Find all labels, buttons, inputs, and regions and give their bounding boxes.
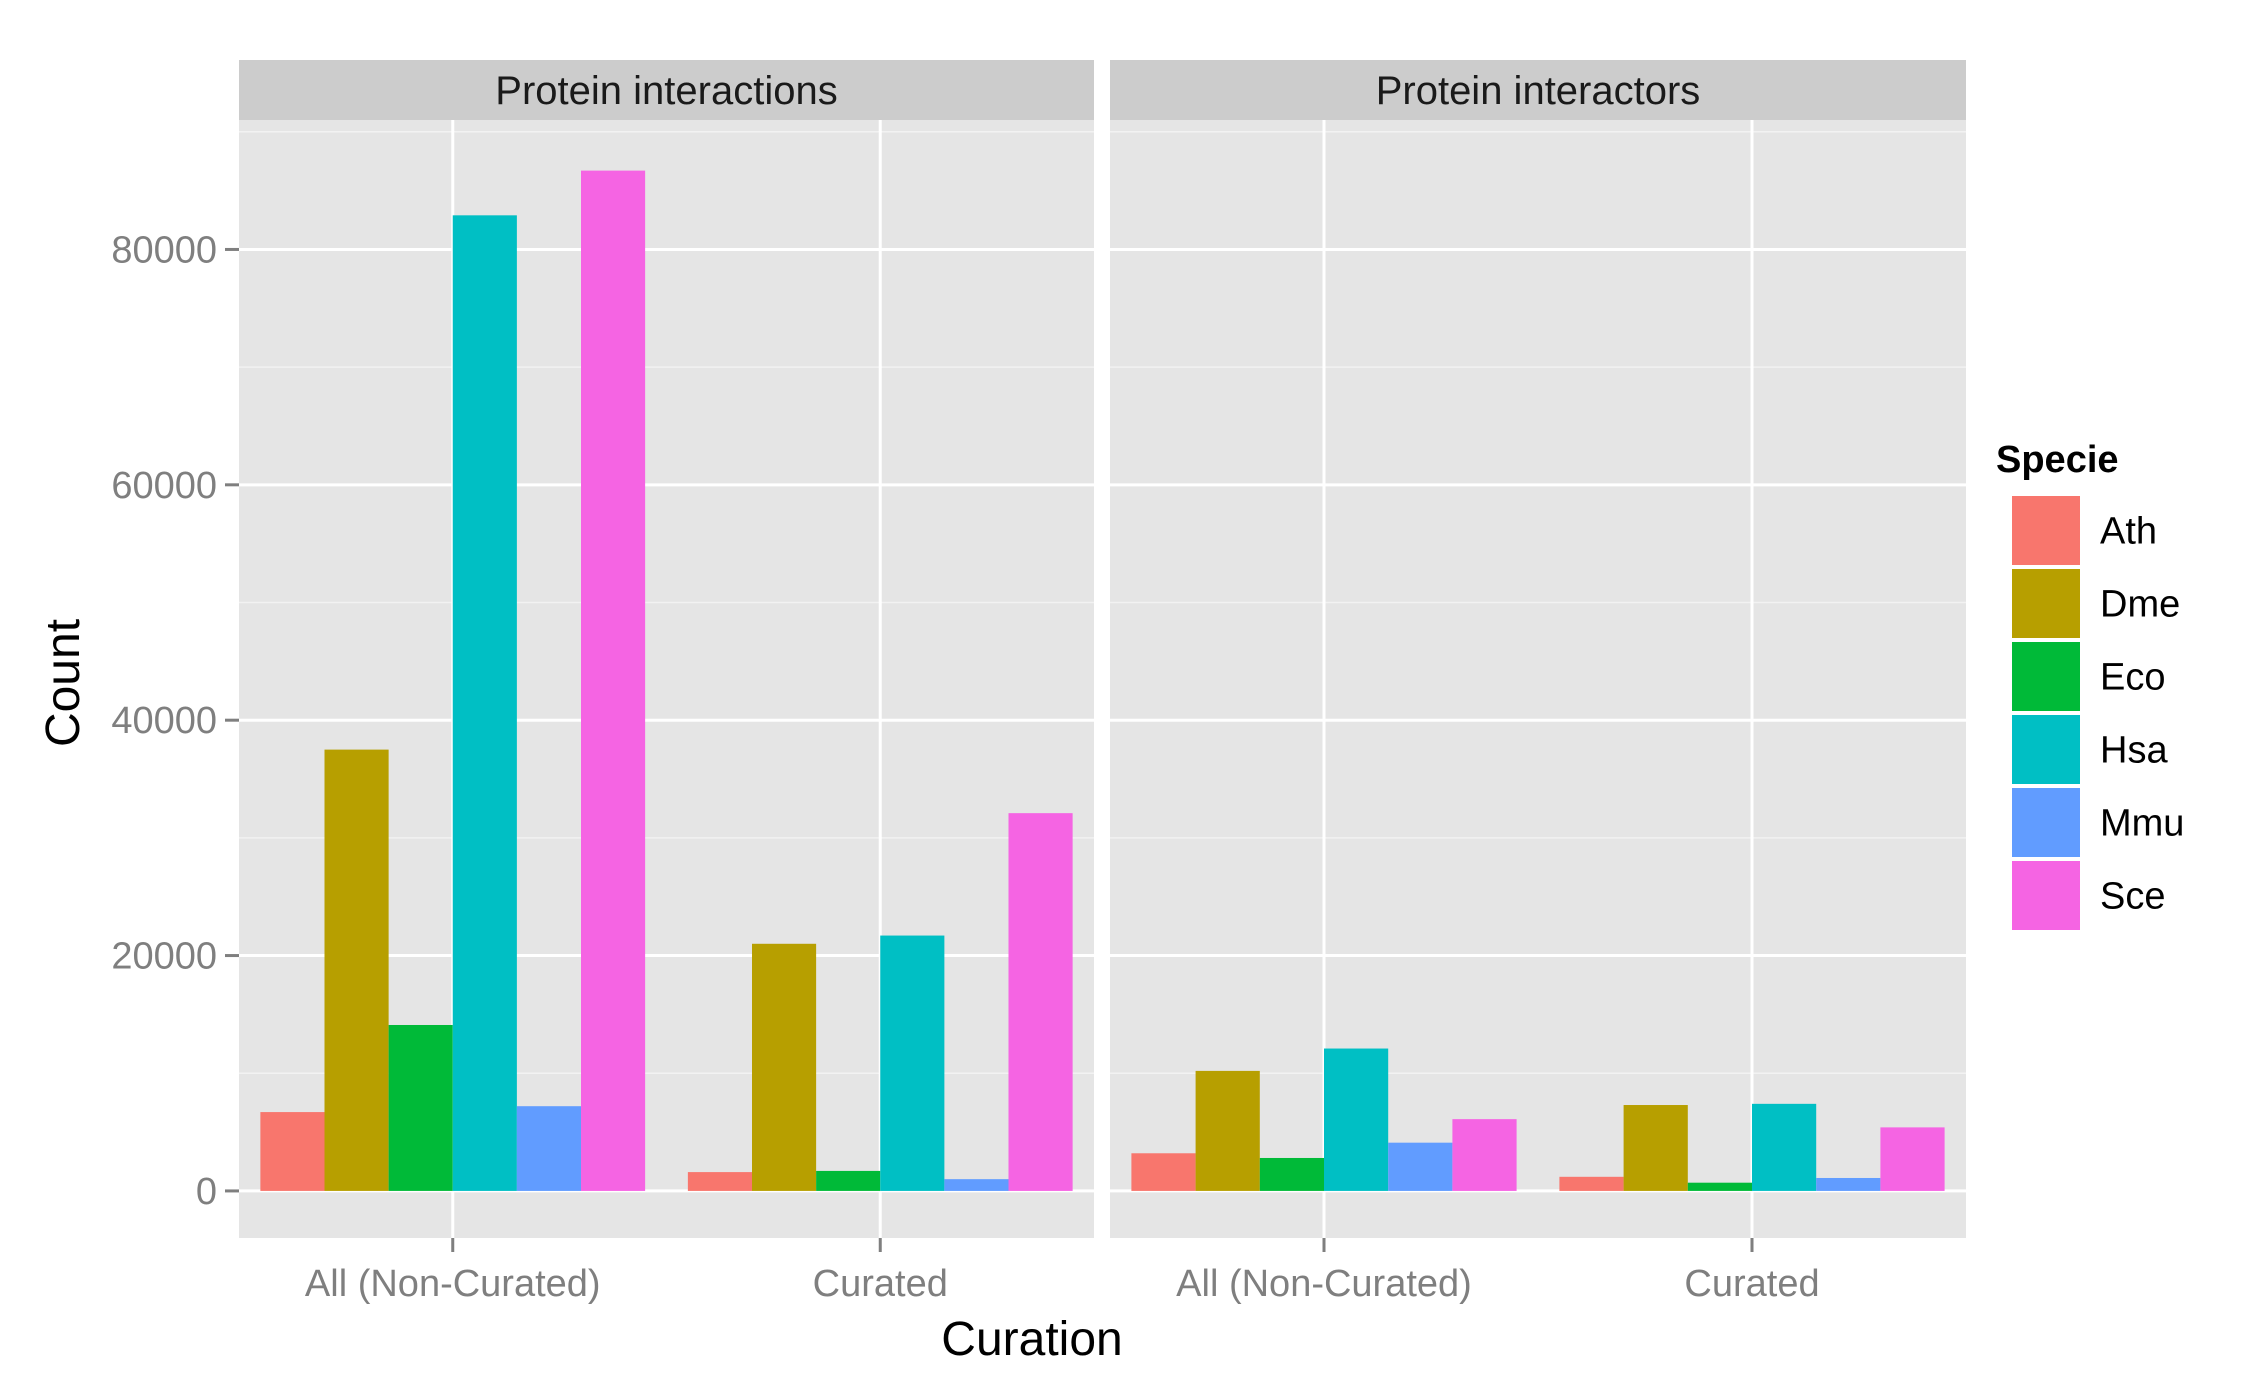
legend-label: Sce [2100,876,2165,918]
bar-hsa [1324,1048,1389,1191]
legend-key-ath [2010,494,2082,567]
y-tick-label: 40000 [111,700,217,742]
bar-eco [1259,1157,1324,1191]
legend-label: Dme [2100,584,2180,626]
x-axis-title: Curation [941,1313,1122,1366]
bar-sce [1452,1119,1517,1191]
facet-title: Protein interactions [495,69,837,113]
bar-dme [1195,1070,1260,1191]
bar-dme [324,749,389,1191]
legend: Specie Ath Dme Eco Hsa Mmu Sce [1996,439,2184,932]
y-tick-label: 60000 [111,465,217,507]
panel-2: Protein interactors All (Non-Curated) Cura… [1110,60,1966,1305]
legend-key-mmu [2010,786,2082,859]
bar-sce [581,170,646,1191]
legend-label: Ath [2100,511,2157,553]
bar-mmu [944,1179,1009,1191]
x-tick-label: All (Non-Curated) [305,1263,601,1305]
y-tick-label: 20000 [111,936,217,978]
facet-strip [1110,60,1966,120]
bar-ath [1559,1176,1624,1191]
bar-ath [687,1172,752,1191]
panel-background [1110,120,1966,1238]
legend-key-eco [2010,640,2082,713]
panels: Protein interactions All (Non-Curated) Cur… [239,60,1966,1305]
bar-eco [388,1024,453,1191]
y-tick-label: 80000 [111,229,217,271]
bar-dme [1623,1105,1688,1191]
x-tick-label: Curated [813,1263,948,1305]
legend-key-dme [2010,567,2082,640]
legend-key-hsa [2010,713,2082,786]
bar-mmu [1816,1177,1881,1191]
y-axis-title: Count [37,619,90,747]
bar-sce [1008,813,1073,1191]
legend-label: Eco [2100,657,2165,699]
x-tick-label: Curated [1684,1263,1819,1305]
x-tick-label: All (Non-Curated) [1176,1263,1472,1305]
y-axis: 0 20000 40000 60000 80000 [111,229,239,1213]
legend-title: Specie [1996,439,2119,481]
bar-mmu [1388,1142,1453,1191]
y-tick-label: 0 [196,1171,217,1213]
legend-label: Hsa [2100,730,2168,772]
bar-eco [816,1170,881,1191]
bar-sce [1880,1127,1945,1191]
legend-key-sce [2010,859,2082,932]
bar-dme [752,943,817,1191]
bar-eco [1687,1182,1752,1191]
bar-hsa [452,215,517,1191]
bar-ath [1131,1153,1196,1191]
bar-hsa [1752,1103,1817,1191]
legend-label: Mmu [2100,803,2184,845]
facet-title: Protein interactors [1376,69,1701,113]
bar-hsa [880,935,945,1191]
bar-ath [260,1112,325,1191]
facet-strip [239,60,1094,120]
bar-mmu [516,1106,581,1191]
panel-1: Protein interactions All (Non-Curated) Cur… [239,60,1094,1305]
